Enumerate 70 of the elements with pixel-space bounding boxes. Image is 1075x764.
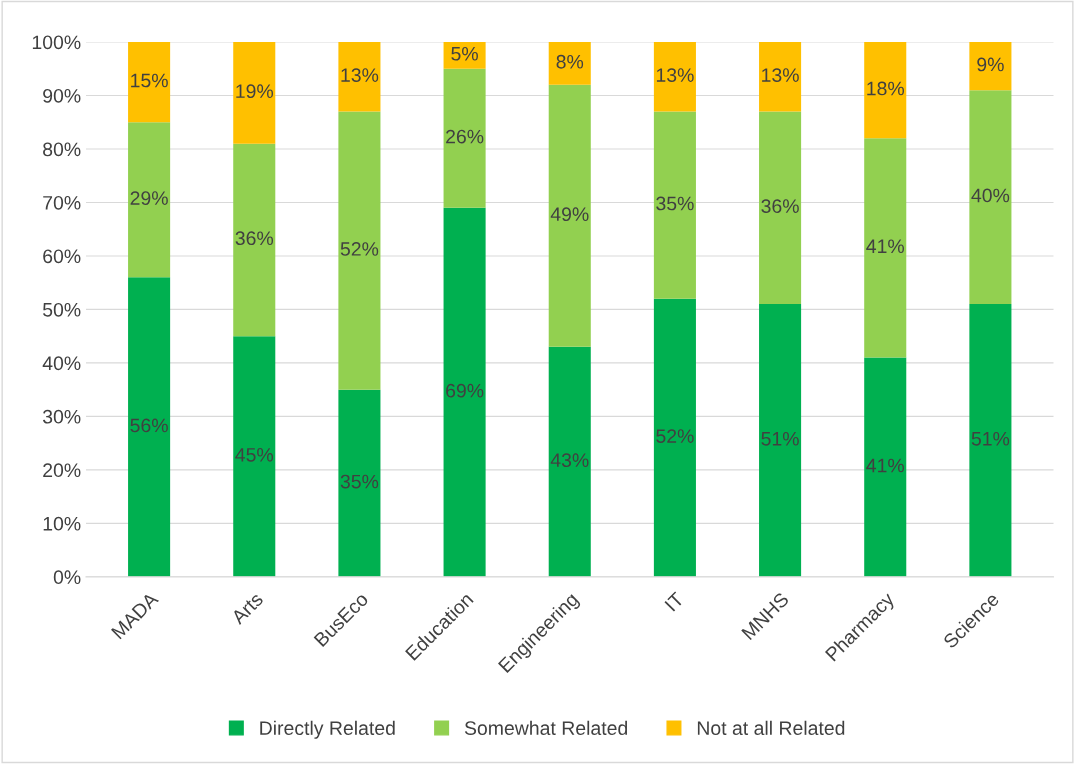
y-tick-label: 50% bbox=[43, 302, 81, 317]
data-label: 26% bbox=[446, 129, 484, 144]
y-tick-label: 90% bbox=[43, 88, 81, 103]
bar bbox=[233, 143, 276, 337]
bar bbox=[864, 357, 907, 577]
data-label: 52% bbox=[656, 429, 694, 443]
data-label: 29% bbox=[130, 191, 168, 206]
y-tick-label: 70% bbox=[43, 195, 81, 210]
data-label: 9% bbox=[977, 57, 1004, 72]
data-label: 5% bbox=[451, 46, 478, 61]
data-label: 45% bbox=[235, 448, 274, 462]
bar bbox=[759, 111, 802, 305]
data-label: 19% bbox=[236, 84, 274, 99]
data-label: 15% bbox=[131, 73, 168, 88]
data-label: 36% bbox=[761, 199, 799, 214]
data-label: 41% bbox=[866, 239, 905, 254]
bar bbox=[548, 84, 591, 347]
data-label: 40% bbox=[971, 188, 1010, 203]
bar bbox=[233, 336, 276, 577]
data-label: 43% bbox=[550, 453, 589, 468]
data-label: 51% bbox=[971, 431, 1010, 446]
data-label: 52% bbox=[340, 242, 379, 256]
y-tick-label: 60% bbox=[43, 249, 81, 264]
y-tick-label: 0% bbox=[53, 570, 81, 585]
bar bbox=[128, 42, 171, 123]
data-label: 8% bbox=[556, 54, 584, 69]
bar bbox=[653, 298, 696, 577]
data-label: 35% bbox=[656, 196, 694, 211]
data-label: 18% bbox=[867, 81, 905, 96]
bar bbox=[443, 207, 486, 577]
data-label: 51% bbox=[761, 431, 799, 446]
data-label: 36% bbox=[235, 231, 274, 246]
data-label: 13% bbox=[341, 68, 379, 82]
bar bbox=[338, 389, 381, 577]
bar bbox=[443, 42, 486, 69]
bar bbox=[864, 42, 907, 139]
bar bbox=[338, 111, 381, 390]
y-tick-label: 100% bbox=[32, 35, 81, 50]
bar bbox=[759, 304, 802, 577]
bar bbox=[864, 138, 907, 358]
bar bbox=[653, 42, 696, 112]
y-tick-label: 20% bbox=[43, 463, 81, 478]
x-tick-label: IT bbox=[664, 591, 685, 612]
data-label: 56% bbox=[130, 418, 168, 433]
legend-label: Directly Related bbox=[260, 720, 395, 739]
legend-label: Not at all Related bbox=[697, 720, 845, 736]
bar bbox=[128, 277, 171, 577]
bar bbox=[969, 304, 1012, 577]
data-label: 35% bbox=[340, 474, 379, 489]
data-label: 41% bbox=[866, 458, 905, 473]
bar bbox=[233, 42, 276, 144]
y-tick-label: 10% bbox=[43, 516, 81, 531]
bar bbox=[653, 111, 696, 299]
bar bbox=[969, 90, 1012, 305]
data-label: 49% bbox=[550, 207, 589, 222]
bar bbox=[759, 42, 802, 112]
legend-label: Somewhat Related bbox=[464, 720, 628, 736]
data-label: 13% bbox=[656, 68, 694, 82]
x-tick-label: Arts bbox=[230, 591, 264, 626]
y-tick-label: 40% bbox=[42, 356, 81, 371]
y-tick-label: 30% bbox=[42, 409, 81, 424]
data-label: 13% bbox=[762, 68, 799, 82]
bar bbox=[969, 42, 1012, 91]
y-tick-label: 80% bbox=[43, 142, 81, 157]
bar bbox=[548, 346, 591, 577]
data-label: 69% bbox=[446, 383, 484, 398]
bar bbox=[548, 42, 591, 85]
bar bbox=[128, 122, 171, 278]
bar bbox=[443, 68, 486, 208]
bar bbox=[338, 42, 381, 112]
